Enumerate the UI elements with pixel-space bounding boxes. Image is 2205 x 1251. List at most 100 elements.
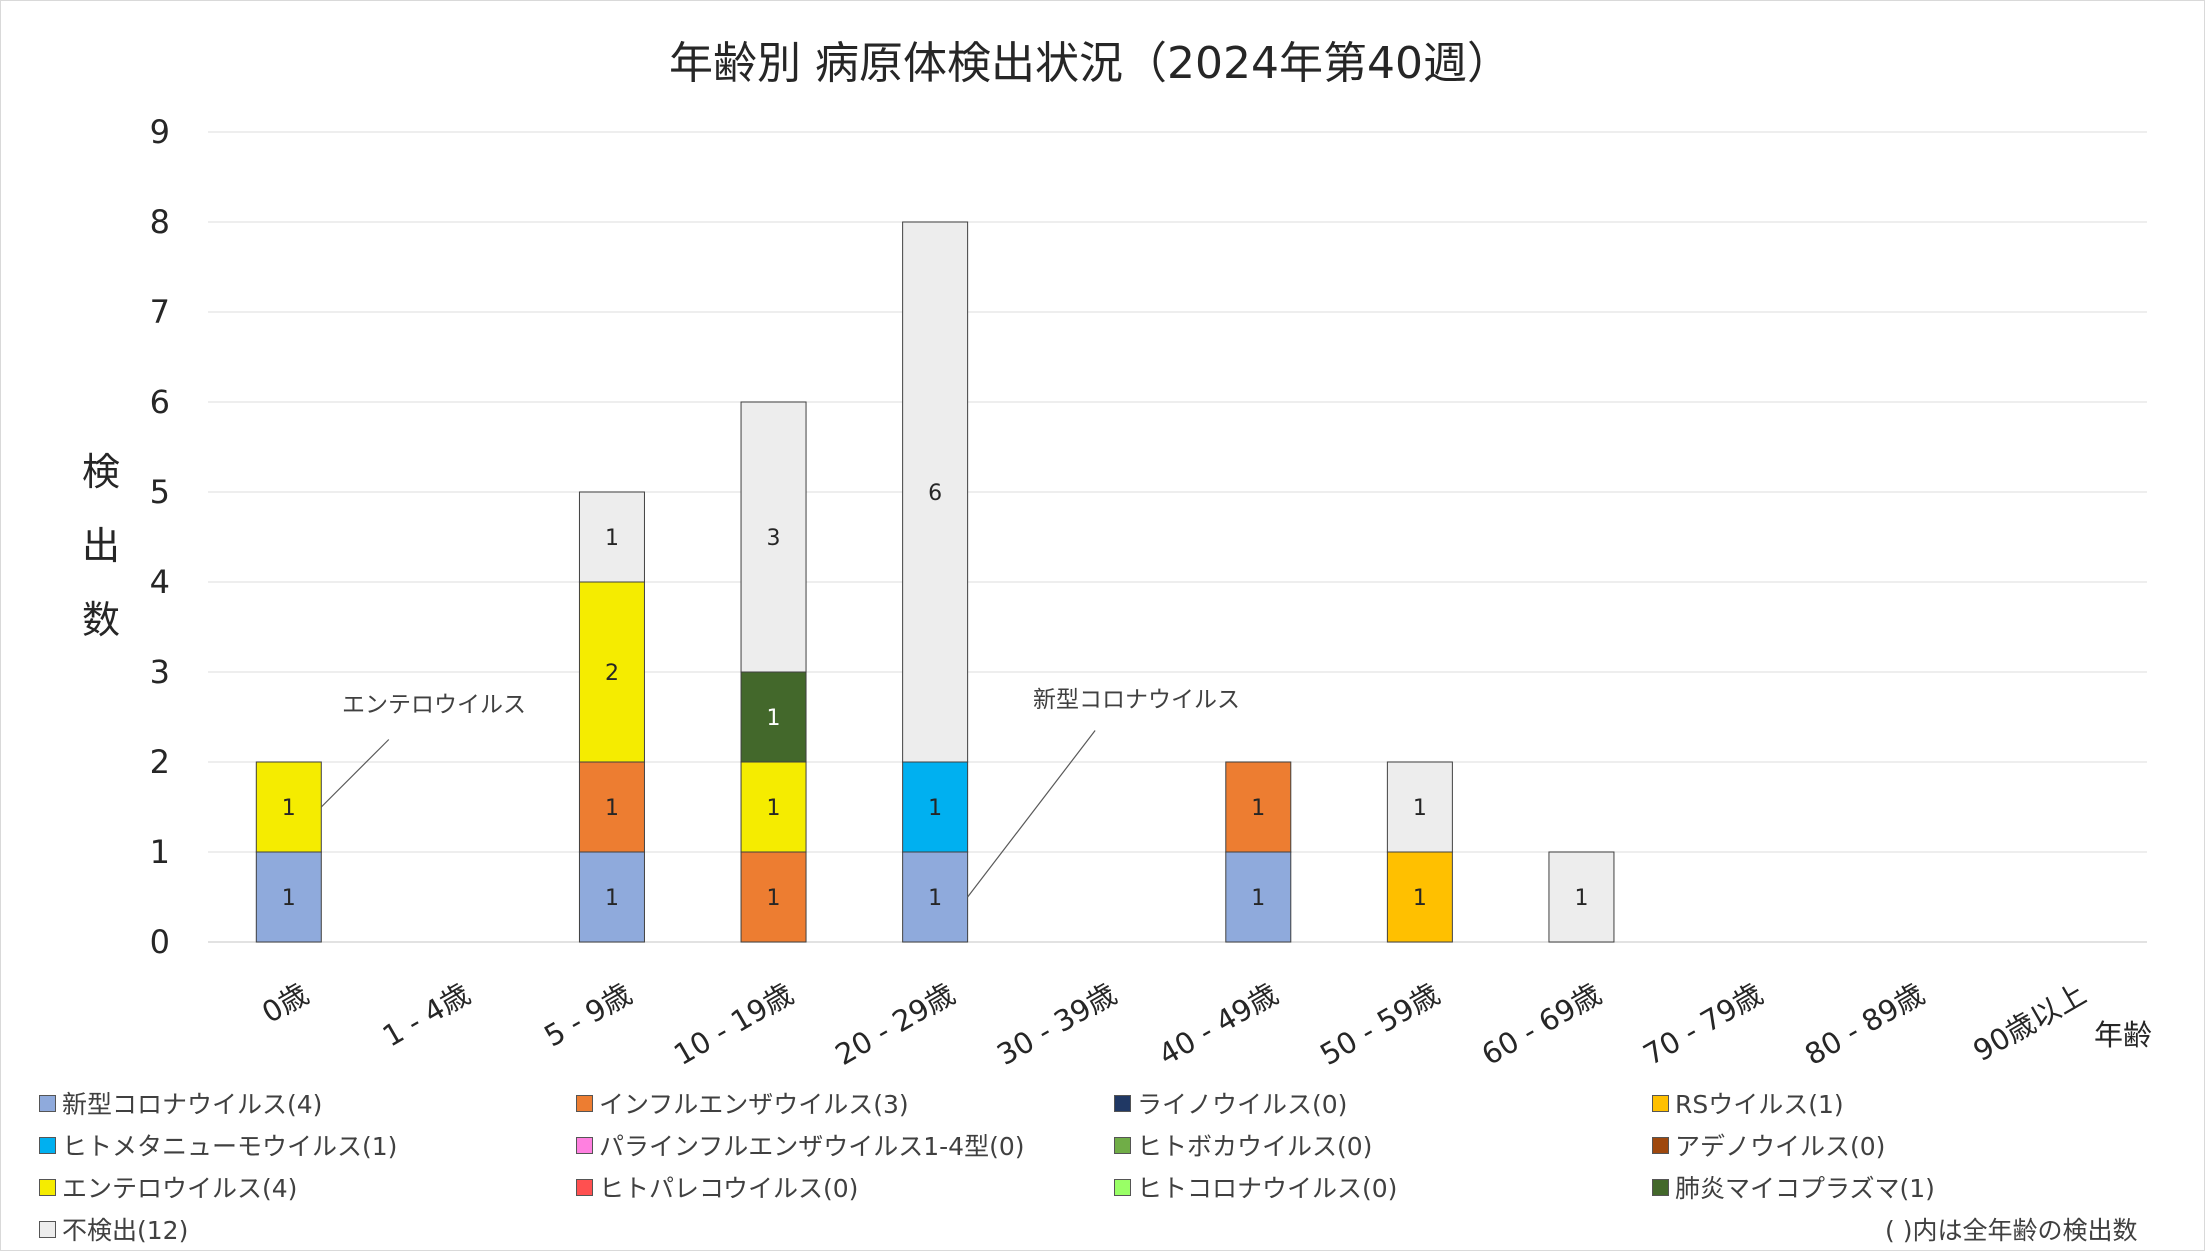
legend-label: 不検出(12) [62,1216,189,1245]
data-label: 1 [605,886,619,911]
bar-segment [578,581,645,763]
legend-item: パラインフルエンザウイルス1-4型(0) [576,1127,1025,1163]
annotation-leader-line [967,730,1096,898]
y-tick-label: 6 [150,383,170,421]
data-label: 1 [767,886,781,911]
legend-swatch [1652,1094,1669,1112]
legend-swatch [1114,1094,1131,1112]
legend-label: エンテロウイルス(4) [62,1174,298,1203]
x-tick-label: 1 - 4歳 [377,977,476,1054]
x-tick-label: 50 - 59歳 [1314,977,1445,1072]
legend-label: ヒトパレコウイルス(0) [599,1174,859,1203]
y-tick-label: 1 [150,833,170,871]
legend-item: ヒトコロナウイルス(0) [1114,1169,1397,1205]
y-tick-label: 9 [150,113,170,151]
data-label: 1 [605,526,619,551]
legend-swatch [576,1136,593,1154]
legend-swatch [1114,1178,1131,1196]
legend-item: ヒトパレコウイルス(0) [576,1169,858,1205]
bar-segment [1386,761,1453,853]
annotation-leader-line [320,739,390,808]
y-tick-label: 3 [150,653,170,691]
x-axis-title: 年齢 [2094,1018,2152,1052]
data-label: 1 [282,886,296,911]
x-tick-label: 5 - 9歳 [538,977,637,1054]
bar-segment [578,851,645,943]
x-tick-label: 80 - 89歳 [1799,977,1930,1072]
legend-item: インフルエンザウイルス(3) [576,1085,909,1121]
data-label: 1 [928,886,942,911]
bar-segment [1225,851,1292,943]
bar-segment [902,761,969,853]
legend-label: パラインフルエンザウイルス1-4型(0) [599,1132,1025,1161]
legend-swatch [576,1178,593,1196]
y-tick-label: 8 [150,203,170,241]
legend-note: ( )内は全年齢の検出数 [1885,1216,2138,1245]
legend-swatch [39,1136,56,1154]
data-label: 3 [767,526,781,551]
x-tick-label: 90歳以上 [1967,977,2091,1068]
data-label: 1 [1251,886,1265,911]
legend-item: 不検出(12) [39,1211,188,1247]
y-axis-title: 出 [82,524,120,568]
data-label: 1 [1413,796,1427,821]
bar-segment [740,401,807,673]
legend-item: ヒトメタニューモウイルス(1) [39,1127,397,1163]
legend-swatch [1114,1136,1131,1154]
annotation-label: エンテロウイルス [342,692,526,718]
legend-item: エンテロウイルス(4) [39,1169,297,1205]
legend-label: ヒトボカウイルス(0) [1137,1132,1373,1161]
legend-item: 新型コロナウイルス(4) [39,1085,322,1121]
legend-label: ライノウイルス(0) [1137,1090,1348,1119]
bar-segment [902,851,969,943]
legend-label: ヒトコロナウイルス(0) [1137,1174,1398,1203]
data-label: 1 [605,796,619,821]
bar-segment [255,761,322,853]
annotation-label: 新型コロナウイルス [1033,687,1240,713]
y-axis-title: 数 [82,598,120,642]
x-tick-label: 70 - 79歳 [1637,977,1768,1072]
legend-swatch [39,1220,56,1238]
data-label: 1 [282,796,296,821]
legend-item: アデノウイルス(0) [1652,1127,1885,1163]
x-tick-label: 40 - 49歳 [1153,977,1284,1072]
data-label: 1 [928,796,942,821]
x-tick-label: 30 - 39歳 [991,977,1122,1072]
legend-label: 肺炎マイコプラズマ(1) [1675,1174,1935,1203]
y-tick-label: 0 [150,923,170,961]
bar-segment [1386,851,1453,943]
legend-swatch [1652,1136,1669,1154]
y-tick-label: 2 [150,743,170,781]
legend-label: インフルエンザウイルス(3) [599,1090,909,1119]
legend-swatch [1652,1178,1669,1196]
bar-segment [902,221,969,763]
legend-swatch [39,1178,56,1196]
legend-label: 新型コロナウイルス(4) [62,1090,323,1119]
legend-label: アデノウイルス(0) [1675,1132,1886,1161]
y-tick-label: 7 [150,293,170,331]
bar-segment [740,761,807,853]
x-tick-label: 20 - 29歳 [830,977,961,1072]
data-label: 1 [1574,886,1588,911]
data-label: 1 [767,706,781,731]
legend-swatch [39,1094,56,1112]
y-tick-label: 5 [150,473,170,511]
data-label: 1 [1251,796,1265,821]
legend-label: RSウイルス(1) [1675,1090,1844,1119]
x-tick-label: 60 - 69歳 [1476,977,1607,1072]
legend-item: ヒトボカウイルス(0) [1114,1127,1372,1163]
legend-swatch [576,1094,593,1112]
legend-label: ヒトメタニューモウイルス(1) [62,1132,398,1161]
y-axis-title: 検 [82,450,120,494]
bar-segment [255,851,322,943]
legend-item: RSウイルス(1) [1652,1085,1844,1121]
x-tick-label: 10 - 19歳 [668,977,799,1072]
bar-segment [740,851,807,943]
x-tick-label: 0歳 [256,977,314,1030]
data-label: 6 [928,481,942,506]
bar-segment [578,761,645,853]
legend-item: ライノウイルス(0) [1114,1085,1347,1121]
bar-segment [740,671,807,763]
bar-segment [578,491,645,583]
